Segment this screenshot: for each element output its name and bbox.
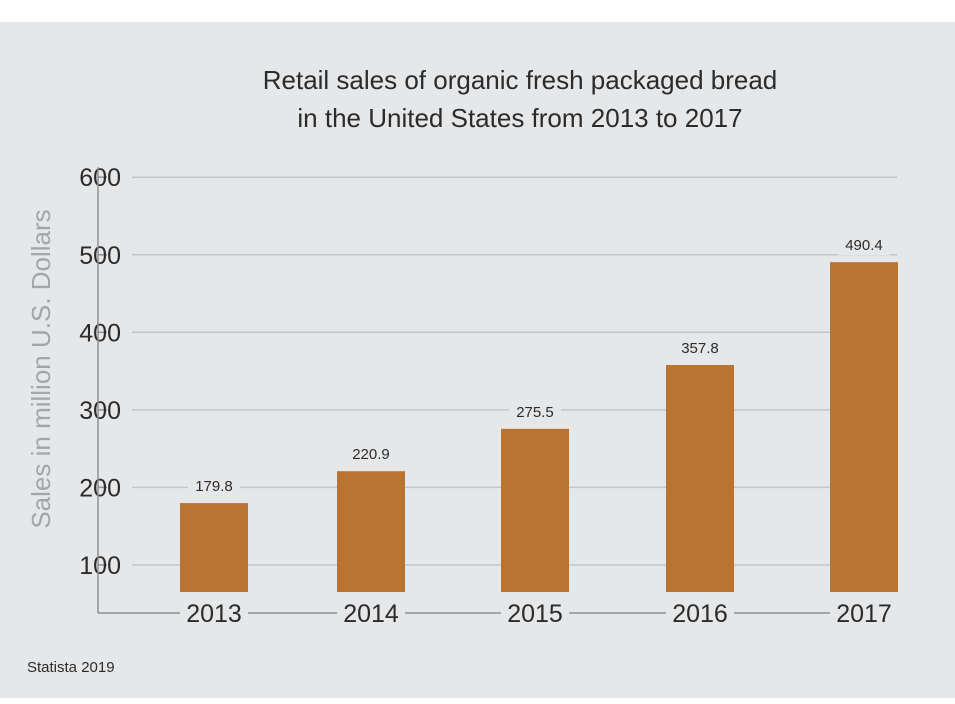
y-tick-label-400: 400	[79, 319, 121, 347]
x-tick-bg-2015	[501, 599, 569, 627]
bar-2014	[337, 471, 405, 592]
y-tick-label-300: 300	[79, 397, 121, 425]
bar-2017	[830, 262, 898, 592]
data-label-bg-2014	[345, 444, 397, 465]
chart-title: Retail sales of organic fresh packaged b…	[0, 61, 955, 137]
x-tick-bg-2017	[830, 599, 898, 627]
bar-2016	[666, 365, 734, 592]
data-label-bg-2016	[674, 338, 726, 359]
chart-background	[0, 22, 955, 698]
x-tick-bg-2016	[666, 599, 734, 627]
data-label-bg-2013	[188, 476, 240, 497]
x-tick-bg-2013	[180, 599, 248, 627]
y-tick-label-600: 600	[79, 164, 121, 192]
y-tick-label-100: 100	[79, 552, 121, 580]
data-label-bg-2017	[838, 235, 890, 256]
chart-title-line-2: in the United States from 2013 to 2017	[297, 103, 743, 134]
data-label-2014: 220.9	[352, 446, 390, 463]
data-label-2017: 490.4	[845, 237, 883, 254]
x-tick-label-2014: 2014	[343, 600, 399, 628]
data-label-2016: 357.8	[681, 340, 719, 357]
bar-2013	[180, 503, 248, 592]
x-tick-label-2015: 2015	[507, 600, 563, 628]
x-tick-bg-2014	[337, 599, 405, 627]
x-tick-label-2013: 2013	[186, 600, 242, 628]
x-tick-label-2017: 2017	[836, 600, 892, 628]
data-label-2013: 179.8	[195, 478, 233, 495]
data-label-bg-2015	[509, 401, 561, 422]
y-tick-label-500: 500	[79, 242, 121, 270]
y-tick-label-200: 200	[79, 474, 121, 502]
y-axis-title: Sales in million U.S. Dollars	[26, 209, 56, 528]
chart-title-line-1: Retail sales of organic fresh packaged b…	[262, 65, 778, 96]
source-note: Statista 2019	[27, 659, 115, 676]
x-tick-label-2016: 2016	[672, 600, 728, 628]
data-label-2015: 275.5	[516, 404, 554, 421]
bar-2015	[501, 428, 569, 592]
